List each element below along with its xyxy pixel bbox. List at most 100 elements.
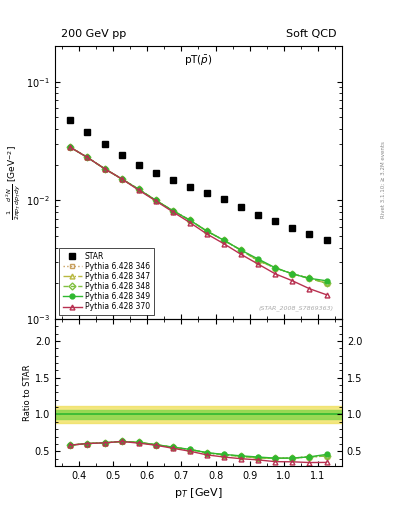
Line: Pythia 6.428 370: Pythia 6.428 370 (68, 145, 329, 297)
Text: Rivet 3.1.10; ≥ 3.2M events: Rivet 3.1.10; ≥ 3.2M events (381, 141, 386, 218)
Pythia 6.428 346 (85, 155, 90, 161)
Pythia 6.428 346 (256, 258, 261, 264)
Pythia 6.428 346 (222, 237, 226, 243)
Pythia 6.428 347 (256, 258, 261, 264)
Text: 200 GeV pp: 200 GeV pp (61, 29, 126, 39)
Pythia 6.428 370 (222, 241, 226, 247)
Text: Soft QCD: Soft QCD (286, 29, 336, 39)
Line: Pythia 6.428 349: Pythia 6.428 349 (68, 145, 329, 283)
Y-axis label: Ratio to STAR: Ratio to STAR (23, 364, 32, 421)
Pythia 6.428 349 (290, 271, 295, 277)
STAR (68, 117, 73, 123)
Pythia 6.428 348 (205, 228, 209, 234)
Pythia 6.428 346 (205, 228, 209, 234)
Pythia 6.428 346 (102, 165, 107, 172)
Pythia 6.428 370 (102, 165, 107, 172)
Pythia 6.428 370 (239, 251, 244, 258)
Pythia 6.428 370 (205, 231, 209, 237)
Line: Pythia 6.428 348: Pythia 6.428 348 (68, 145, 329, 286)
STAR (307, 231, 312, 237)
Pythia 6.428 347 (239, 247, 244, 253)
Pythia 6.428 346 (307, 275, 312, 282)
Text: pT($\bar{p}$): pT($\bar{p}$) (184, 54, 213, 69)
Pythia 6.428 349 (307, 275, 312, 282)
Pythia 6.428 370 (153, 198, 158, 204)
STAR (256, 211, 261, 218)
Pythia 6.428 370 (307, 286, 312, 292)
Pythia 6.428 349 (222, 237, 226, 243)
Pythia 6.428 347 (290, 271, 295, 277)
Pythia 6.428 370 (171, 209, 175, 215)
Pythia 6.428 347 (119, 176, 124, 182)
Y-axis label: $\frac{1}{2\pi p_T}\frac{d^2N}{dp_T dy}$ [GeV$^{-2}$]: $\frac{1}{2\pi p_T}\frac{d^2N}{dp_T dy}$… (5, 145, 24, 220)
Pythia 6.428 347 (153, 197, 158, 203)
Pythia 6.428 348 (324, 280, 329, 286)
Pythia 6.428 349 (324, 278, 329, 284)
Pythia 6.428 346 (171, 207, 175, 214)
Pythia 6.428 346 (273, 265, 278, 271)
Pythia 6.428 370 (256, 261, 261, 267)
Pythia 6.428 370 (273, 271, 278, 277)
Pythia 6.428 370 (119, 176, 124, 182)
Pythia 6.428 346 (290, 271, 295, 277)
Pythia 6.428 349 (85, 155, 90, 161)
STAR (290, 224, 295, 230)
Pythia 6.428 346 (187, 217, 192, 223)
Pythia 6.428 349 (256, 256, 261, 262)
Pythia 6.428 348 (222, 237, 226, 243)
Pythia 6.428 348 (239, 247, 244, 253)
STAR (273, 218, 278, 224)
Text: (STAR_2008_S7869363): (STAR_2008_S7869363) (258, 305, 333, 311)
Pythia 6.428 348 (187, 217, 192, 223)
Pythia 6.428 348 (68, 144, 73, 151)
Pythia 6.428 346 (136, 186, 141, 193)
Pythia 6.428 347 (205, 228, 209, 234)
Pythia 6.428 347 (324, 280, 329, 286)
Pythia 6.428 347 (136, 186, 141, 193)
Line: Pythia 6.428 346: Pythia 6.428 346 (68, 145, 329, 286)
Pythia 6.428 349 (273, 265, 278, 271)
Pythia 6.428 348 (136, 186, 141, 193)
Pythia 6.428 347 (85, 155, 90, 161)
Pythia 6.428 347 (187, 217, 192, 223)
STAR (324, 237, 329, 243)
Pythia 6.428 346 (324, 280, 329, 286)
Pythia 6.428 349 (205, 228, 209, 234)
Pythia 6.428 348 (307, 275, 312, 282)
Pythia 6.428 346 (119, 176, 124, 182)
Pythia 6.428 370 (187, 220, 192, 226)
Pythia 6.428 347 (307, 275, 312, 282)
Pythia 6.428 349 (187, 217, 192, 223)
Pythia 6.428 348 (102, 165, 107, 172)
STAR (187, 184, 192, 190)
Pythia 6.428 347 (102, 165, 107, 172)
Pythia 6.428 348 (256, 258, 261, 264)
Pythia 6.428 349 (119, 176, 124, 182)
Line: STAR: STAR (67, 116, 330, 244)
Legend: STAR, Pythia 6.428 346, Pythia 6.428 347, Pythia 6.428 348, Pythia 6.428 349, Py: STAR, Pythia 6.428 346, Pythia 6.428 347… (59, 248, 154, 315)
Pythia 6.428 347 (68, 144, 73, 151)
Pythia 6.428 349 (153, 197, 158, 203)
Pythia 6.428 346 (153, 197, 158, 203)
STAR (239, 204, 244, 210)
Pythia 6.428 348 (290, 271, 295, 277)
STAR (222, 196, 226, 202)
Pythia 6.428 370 (290, 278, 295, 284)
Pythia 6.428 347 (171, 207, 175, 214)
STAR (171, 177, 175, 183)
X-axis label: p$_T$ [GeV]: p$_T$ [GeV] (174, 486, 223, 500)
Pythia 6.428 349 (102, 165, 107, 172)
Pythia 6.428 370 (136, 187, 141, 193)
Pythia 6.428 348 (85, 155, 90, 161)
Pythia 6.428 349 (171, 207, 175, 214)
Pythia 6.428 348 (273, 265, 278, 271)
STAR (119, 152, 124, 158)
STAR (153, 170, 158, 176)
STAR (102, 141, 107, 147)
Pythia 6.428 346 (239, 247, 244, 253)
Line: Pythia 6.428 347: Pythia 6.428 347 (68, 145, 329, 286)
Pythia 6.428 346 (68, 144, 73, 151)
Pythia 6.428 347 (273, 265, 278, 271)
Pythia 6.428 370 (68, 144, 73, 151)
Pythia 6.428 349 (68, 144, 73, 151)
